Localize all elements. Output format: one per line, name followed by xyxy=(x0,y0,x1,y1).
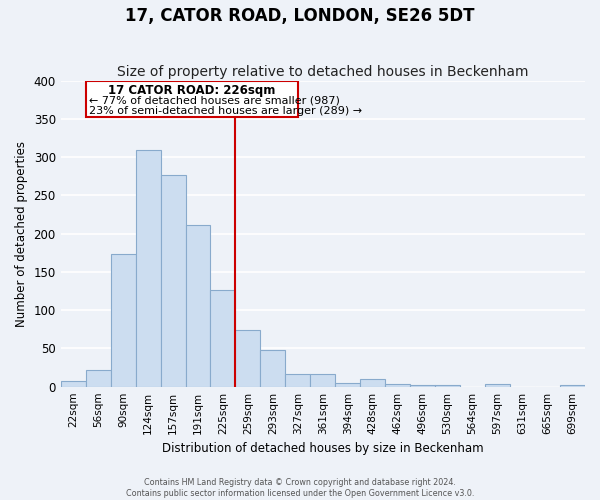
Bar xyxy=(410,385,435,386)
Bar xyxy=(385,384,410,386)
Bar xyxy=(485,384,510,386)
Text: Contains HM Land Registry data © Crown copyright and database right 2024.
Contai: Contains HM Land Registry data © Crown c… xyxy=(126,478,474,498)
Text: 17 CATOR ROAD: 226sqm: 17 CATOR ROAD: 226sqm xyxy=(108,84,275,98)
X-axis label: Distribution of detached houses by size in Beckenham: Distribution of detached houses by size … xyxy=(162,442,484,455)
Bar xyxy=(161,175,185,386)
Bar xyxy=(560,385,585,386)
Bar xyxy=(435,385,460,386)
Bar xyxy=(110,254,136,386)
Text: ← 77% of detached houses are smaller (987): ← 77% of detached houses are smaller (98… xyxy=(89,95,340,105)
FancyBboxPatch shape xyxy=(86,80,298,116)
Bar xyxy=(61,380,86,386)
Bar xyxy=(310,374,335,386)
Y-axis label: Number of detached properties: Number of detached properties xyxy=(15,140,28,326)
Text: 23% of semi-detached houses are larger (289) →: 23% of semi-detached houses are larger (… xyxy=(89,106,362,116)
Bar xyxy=(335,383,360,386)
Bar xyxy=(260,350,286,387)
Bar xyxy=(235,330,260,386)
Bar xyxy=(360,379,385,386)
Text: 17, CATOR ROAD, LONDON, SE26 5DT: 17, CATOR ROAD, LONDON, SE26 5DT xyxy=(125,8,475,26)
Bar xyxy=(86,370,110,386)
Bar xyxy=(286,374,310,386)
Bar xyxy=(185,226,211,386)
Bar xyxy=(211,290,235,386)
Bar xyxy=(136,150,161,386)
Title: Size of property relative to detached houses in Beckenham: Size of property relative to detached ho… xyxy=(117,66,529,80)
